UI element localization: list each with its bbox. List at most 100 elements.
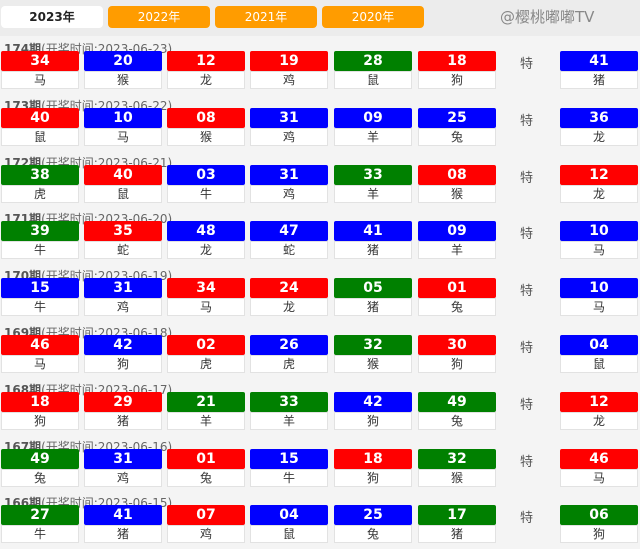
number-ball: 01 兔	[167, 448, 245, 487]
special-label: 特	[520, 57, 534, 72]
zodiac-label: 鸡	[250, 184, 328, 203]
tab-2023[interactable]: 2023年	[1, 6, 103, 28]
ball-number: 05	[334, 278, 412, 299]
ball-number: 15	[250, 448, 328, 469]
number-ball: 10 马	[84, 107, 162, 146]
ball-number: 12	[560, 164, 638, 185]
zodiac-label: 龙	[560, 127, 638, 146]
draw-row: 170期(开奖时间:2023-06-19) 15 牛 31 鸡 34 马 24 龙 05 猪 01 兔特…	[0, 265, 640, 322]
ball-number: 31	[84, 278, 162, 299]
tab-2021[interactable]: 2021年	[215, 6, 317, 28]
number-ball: 49 兔	[1, 448, 79, 487]
ball-number: 25	[334, 505, 412, 526]
zodiac-label: 鼠	[560, 355, 638, 373]
ball-number: 10	[560, 221, 638, 242]
ball-number: 40	[1, 107, 79, 128]
number-ball: 09 羊	[334, 107, 412, 146]
ball-number: 49	[418, 391, 496, 412]
zodiac-label: 虎	[250, 355, 328, 373]
ball-number: 06	[560, 505, 638, 526]
special-label: 特	[520, 284, 534, 300]
ball-number: 28	[334, 51, 412, 71]
special-label: 特	[520, 454, 534, 470]
number-ball: 09 羊	[418, 221, 496, 260]
zodiac-label: 牛	[167, 184, 245, 203]
ball-number: 32	[334, 335, 412, 355]
number-ball: 30 狗	[418, 335, 496, 373]
ball-number: 46	[1, 335, 79, 355]
zodiac-label: 狗	[84, 355, 162, 373]
draw-row: 174期(开奖时间:2023-06-23) 34 马 20 猴 12 龙 19 鸡 28 鼠 18 狗特…	[0, 38, 640, 95]
number-ball: 17 猪	[418, 505, 496, 544]
ball-number: 31	[250, 164, 328, 185]
tab-2022[interactable]: 2022年	[108, 6, 210, 28]
draw-row: 166期(开奖时间:2023-06-15) 27 牛 41 猪 07 鸡 04 鼠 25 兔 17 猪特…	[0, 492, 640, 549]
number-ball: 25 兔	[334, 505, 412, 544]
zodiac-label: 狗	[334, 411, 412, 430]
ball-number: 38	[1, 164, 79, 185]
zodiac-label: 猴	[84, 71, 162, 89]
ball-number: 34	[167, 278, 245, 299]
ball-number: 34	[1, 51, 79, 71]
ball-number: 31	[84, 448, 162, 469]
number-ball: 34 马	[1, 51, 79, 89]
zodiac-label: 龙	[560, 184, 638, 203]
zodiac-label: 马	[560, 468, 638, 487]
draw-row: 171期(开奖时间:2023-06-20) 39 牛 35 蛇 48 龙 47 蛇 41 猪 09 羊特…	[0, 208, 640, 265]
zodiac-label: 鼠	[84, 184, 162, 203]
zodiac-label: 猴	[334, 355, 412, 373]
number-ball: 34 马	[167, 278, 245, 317]
ball-number: 04	[560, 335, 638, 355]
zodiac-label: 猪	[334, 241, 412, 260]
number-ball: 05 猪	[334, 278, 412, 317]
draw-row: 173期(开奖时间:2023-06-22) 40 鼠 10 马 08 猴 31 鸡 09 羊 25 兔特…	[0, 95, 640, 152]
ball-number: 12	[560, 391, 638, 412]
number-ball: 49 兔	[418, 391, 496, 430]
ball-number: 10	[84, 107, 162, 128]
zodiac-label: 马	[560, 241, 638, 260]
ball-number: 39	[1, 221, 79, 242]
special-label: 特	[520, 113, 534, 129]
ball-number: 02	[167, 335, 245, 355]
zodiac-label: 龙	[250, 298, 328, 317]
ball-number: 08	[418, 164, 496, 185]
ball-number: 24	[250, 278, 328, 299]
number-ball: 35 蛇	[84, 221, 162, 260]
special-label: 特	[520, 511, 534, 527]
tab-2020[interactable]: 2020年	[322, 6, 424, 28]
ball-number: 41	[334, 221, 412, 242]
number-ball: 12 龙	[167, 51, 245, 89]
zodiac-label: 兔	[418, 411, 496, 430]
ball-number: 18	[1, 391, 79, 412]
special-label: 特	[520, 170, 534, 186]
ball-number: 49	[1, 448, 79, 469]
zodiac-label: 兔	[1, 468, 79, 487]
number-ball: 33 羊	[334, 164, 412, 203]
number-ball: 46 马	[1, 335, 79, 373]
zodiac-label: 马	[1, 71, 79, 89]
zodiac-label: 狗	[1, 411, 79, 430]
ball-number: 42	[334, 391, 412, 412]
number-ball: 01 兔	[418, 278, 496, 317]
ball-number: 21	[167, 391, 245, 412]
zodiac-label: 鼠	[334, 71, 412, 89]
zodiac-label: 鸡	[250, 71, 328, 89]
zodiac-label: 猪	[334, 298, 412, 317]
number-ball: 33 羊	[250, 391, 328, 430]
ball-number: 33	[250, 391, 328, 412]
zodiac-label: 鸡	[84, 468, 162, 487]
ball-number: 03	[167, 164, 245, 185]
ball-number: 01	[167, 448, 245, 469]
draw-row: 168期(开奖时间:2023-06-17) 18 狗 29 猪 21 羊 33 羊 42 狗 49 兔特…	[0, 379, 640, 436]
special-label: 特	[520, 227, 534, 243]
number-ball: 40 鼠	[84, 164, 162, 203]
number-ball: 31 鸡	[250, 164, 328, 203]
number-ball: 07 鸡	[167, 505, 245, 544]
draw-row: 172期(开奖时间:2023-06-21) 38 虎 40 鼠 03 牛 31 鸡 33 羊 08 猴特…	[0, 152, 640, 209]
zodiac-label: 蛇	[84, 241, 162, 260]
number-ball: 27 牛	[1, 505, 79, 544]
special-ball: 36 龙	[560, 107, 638, 146]
zodiac-label: 蛇	[250, 241, 328, 260]
zodiac-label: 狗	[418, 355, 496, 373]
number-ball: 41 猪	[84, 505, 162, 544]
